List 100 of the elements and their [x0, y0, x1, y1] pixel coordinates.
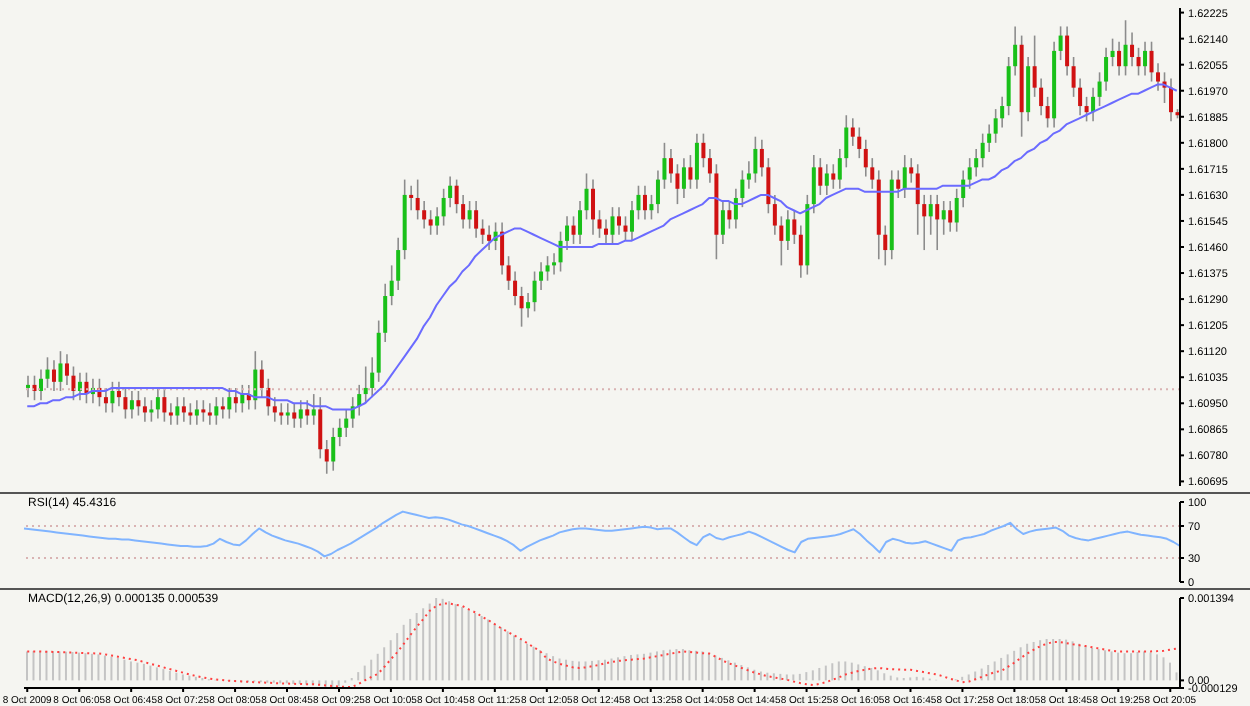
candlestick [610, 206, 615, 245]
candlestick [578, 200, 583, 245]
candlestick [772, 194, 777, 236]
candlestick [616, 206, 621, 236]
candlestick [857, 126, 862, 159]
candlestick [207, 402, 212, 426]
candlestick [324, 439, 329, 475]
candlestick [51, 359, 56, 392]
candlestick [1136, 47, 1141, 77]
candlestick [513, 270, 518, 307]
candlestick [928, 194, 933, 236]
candlestick [311, 393, 316, 426]
candlestick [935, 194, 940, 251]
candlestick [331, 426, 336, 472]
candlestick [467, 200, 472, 230]
candlestick [720, 200, 725, 245]
candlestick [532, 270, 537, 313]
candlestick [1045, 96, 1050, 129]
candlestick [896, 169, 901, 199]
candlestick [1065, 25, 1070, 77]
candlestick [642, 184, 647, 221]
candlestick [415, 178, 420, 221]
candlestick [155, 387, 160, 420]
candlestick [902, 154, 907, 199]
candlestick [363, 365, 368, 405]
candlestick [474, 200, 479, 239]
candlestick [1123, 19, 1128, 77]
candlestick [272, 396, 277, 423]
candlestick [629, 200, 634, 242]
line-series [23, 510, 1181, 558]
candlestick [1117, 40, 1122, 77]
candlestick [480, 218, 485, 245]
candlestick [649, 194, 654, 221]
candlestick [129, 390, 134, 420]
candlestick [623, 215, 628, 242]
candlestick [604, 218, 608, 245]
candlestick [831, 163, 836, 190]
candlestick [116, 381, 121, 408]
candlestick [500, 221, 505, 276]
candlestick [58, 350, 63, 392]
candlestick [552, 252, 557, 276]
candlestick [668, 148, 673, 184]
candlestick [545, 255, 550, 282]
candlestick [584, 172, 589, 221]
candlestick [292, 402, 297, 429]
candlestick [980, 132, 985, 169]
candlestick [428, 209, 433, 236]
candlestick [1130, 31, 1135, 68]
candlestick [1091, 86, 1096, 123]
candlestick [64, 353, 69, 386]
candlestick [422, 200, 427, 230]
candlestick [38, 368, 43, 402]
candlestick [941, 200, 946, 236]
candlestick [694, 132, 699, 190]
candlestick [792, 209, 797, 245]
candlestick [519, 286, 524, 328]
candlestick [1149, 40, 1154, 83]
candlestick [701, 132, 706, 169]
candlestick [688, 154, 693, 190]
candlestick [136, 390, 141, 417]
candlestick [818, 157, 823, 196]
candlestick [396, 237, 401, 291]
candlestick [948, 200, 953, 233]
line-series [26, 602, 1178, 688]
candlestick [798, 224, 803, 279]
candlestick [967, 157, 972, 190]
candlestick [571, 215, 576, 245]
candlestick [214, 396, 219, 426]
candlestick [1169, 77, 1174, 123]
candlestick [824, 163, 829, 196]
candlestick [103, 387, 108, 414]
candlestick [233, 387, 238, 414]
candlestick [987, 123, 992, 153]
candlestick [298, 399, 303, 429]
candlestick [435, 206, 440, 236]
candlestick [1058, 25, 1063, 61]
candlestick [227, 387, 232, 420]
candlestick [727, 200, 732, 230]
candlestick [188, 402, 193, 426]
candlestick [149, 399, 154, 423]
candlestick [285, 402, 290, 426]
candlestick [181, 396, 186, 423]
candlestick [1000, 96, 1005, 129]
candlestick [337, 417, 342, 447]
candlestick [974, 148, 979, 178]
candlestick [318, 396, 323, 460]
candlestick [909, 157, 914, 184]
candlestick [110, 381, 115, 414]
candlestick [220, 396, 225, 420]
candlestick [1143, 40, 1148, 77]
candlestick [461, 194, 466, 230]
candlestick [279, 402, 284, 426]
candlestick [142, 396, 147, 423]
candlestick [1084, 96, 1089, 123]
candlestick [591, 178, 596, 236]
candlestick [409, 184, 414, 212]
candlestick [123, 387, 128, 420]
candlestick [1104, 47, 1109, 92]
candlestick [175, 396, 180, 426]
candlestick [597, 209, 602, 239]
